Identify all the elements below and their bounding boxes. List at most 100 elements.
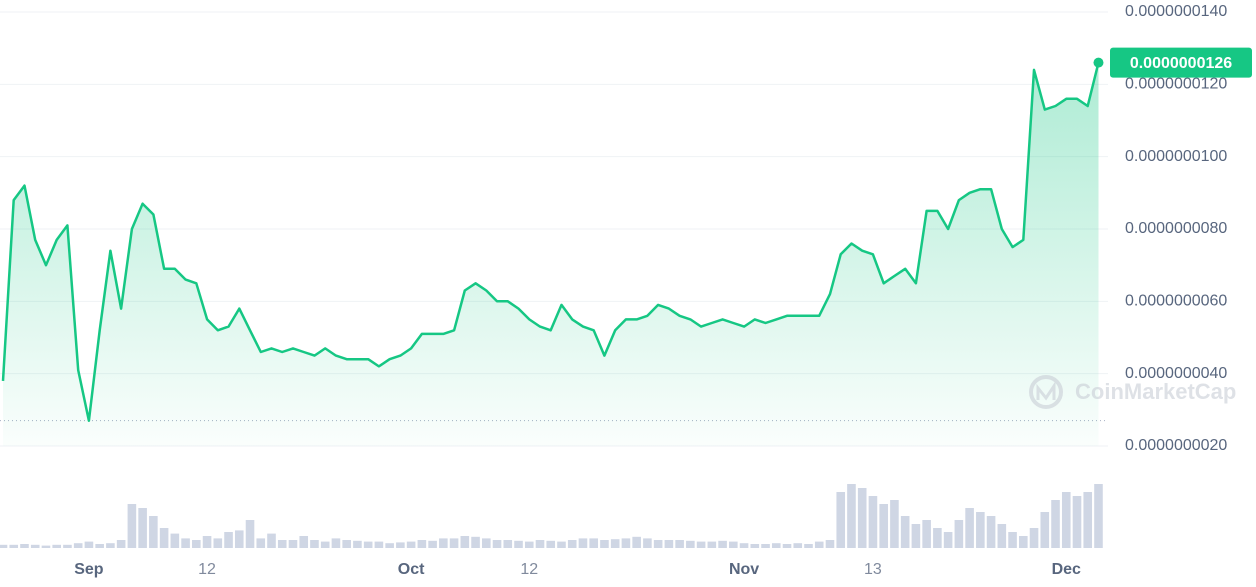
volume-bar [546, 540, 556, 548]
volume-bar [739, 543, 749, 548]
volume-bar [643, 538, 652, 548]
volume-bar [632, 536, 641, 548]
volume-bar [385, 543, 394, 548]
volume-bar [9, 544, 19, 548]
volume-bar [567, 540, 577, 548]
volume-bar [116, 540, 126, 548]
volume-bar [782, 544, 792, 548]
y-tick-label: 0.0000000120 [1125, 76, 1227, 93]
volume-bar [234, 530, 244, 548]
volume-bar [73, 543, 83, 548]
volume-bar [793, 543, 803, 548]
volume-bar [52, 544, 61, 548]
volume-bar [460, 536, 470, 548]
volume-bar [417, 540, 427, 548]
volume-bar [95, 544, 104, 548]
volume-bar [406, 541, 416, 548]
volume-bar [943, 532, 953, 548]
volume-bar [825, 540, 835, 548]
volume-bar [396, 542, 405, 548]
volume-bar [922, 520, 931, 548]
volume-bar [363, 541, 373, 548]
volume-bar [256, 538, 266, 548]
x-tick-label: Dec [1052, 561, 1081, 578]
volume-bar [20, 544, 29, 548]
volume-bar [686, 540, 695, 548]
volume-bar [192, 540, 201, 548]
price-line [1, 62, 1100, 422]
volume-bar [30, 544, 40, 548]
volume-bar [310, 540, 319, 548]
volume-bar [63, 544, 72, 548]
volume-bar [857, 488, 867, 548]
volume-bar [428, 540, 437, 548]
volume-bar [610, 539, 620, 548]
volume-bar [976, 512, 985, 548]
volume-bar [696, 541, 706, 548]
price-badge-label: 0.0000000126 [1130, 55, 1232, 72]
volume-bar [170, 533, 180, 548]
volume-bar [718, 540, 727, 548]
volume-bar [374, 541, 384, 548]
volume-bar [1019, 536, 1028, 548]
volume-bar [868, 496, 878, 548]
x-tick-label: 13 [864, 561, 882, 578]
price-area [3, 62, 1099, 446]
volume-bar [149, 516, 158, 548]
volume-bar [524, 541, 534, 548]
volume-bar [331, 538, 341, 548]
volume-bar [600, 540, 609, 548]
volume-bar [1083, 492, 1093, 548]
volume-bar [750, 544, 760, 548]
volume-bar [0, 544, 8, 548]
volume-bar [342, 540, 351, 548]
x-tick-label: Sep [74, 561, 104, 578]
volume-bar [911, 524, 921, 548]
volume-bar [267, 533, 276, 548]
volume-bar [245, 520, 255, 548]
volume-bar [159, 528, 169, 548]
volume-bar [181, 538, 190, 548]
watermark-text: CoinMarketCap [1075, 379, 1236, 404]
volume-bar [277, 540, 287, 548]
volume-bar [707, 541, 717, 548]
watermark: CoinMarketCap [1029, 375, 1236, 409]
volume-bar [449, 538, 459, 548]
y-tick-label: 0.0000000080 [1125, 220, 1227, 237]
volume-bar [814, 541, 824, 548]
volume-bar [761, 544, 770, 548]
volume-bar [621, 538, 631, 548]
volume-bar [879, 504, 888, 548]
volume-bar [847, 484, 856, 548]
volume-bar [299, 536, 309, 548]
volume-bar [224, 532, 233, 548]
volume-bar [471, 536, 480, 548]
volume-bar [535, 540, 545, 548]
y-tick-label: 0.0000000020 [1125, 437, 1227, 454]
volume-bar [320, 541, 330, 548]
volume-bar [288, 540, 298, 548]
volume-bar [439, 538, 448, 548]
volume-bar [836, 492, 846, 548]
volume-bar [213, 538, 223, 548]
volume-bar [1040, 512, 1050, 548]
volume-bar [503, 540, 513, 548]
volume-bar [653, 540, 663, 548]
volume-bar [729, 541, 738, 548]
volume-bar [1072, 496, 1082, 548]
volume-bar [492, 540, 502, 548]
volume-bar [138, 508, 147, 548]
y-tick-label: 0.0000000060 [1125, 293, 1227, 310]
x-tick-label: 12 [198, 561, 216, 578]
volume-bar [771, 543, 781, 548]
volume-bar [127, 504, 137, 548]
volume-bar [890, 500, 899, 548]
volume-bar [1094, 484, 1103, 548]
volume-bar [664, 540, 674, 548]
volume-bar [41, 545, 51, 548]
volume-bar [589, 538, 598, 548]
price-badge [1110, 47, 1252, 78]
volume-bar [1051, 500, 1060, 548]
volume-bar [986, 516, 996, 548]
